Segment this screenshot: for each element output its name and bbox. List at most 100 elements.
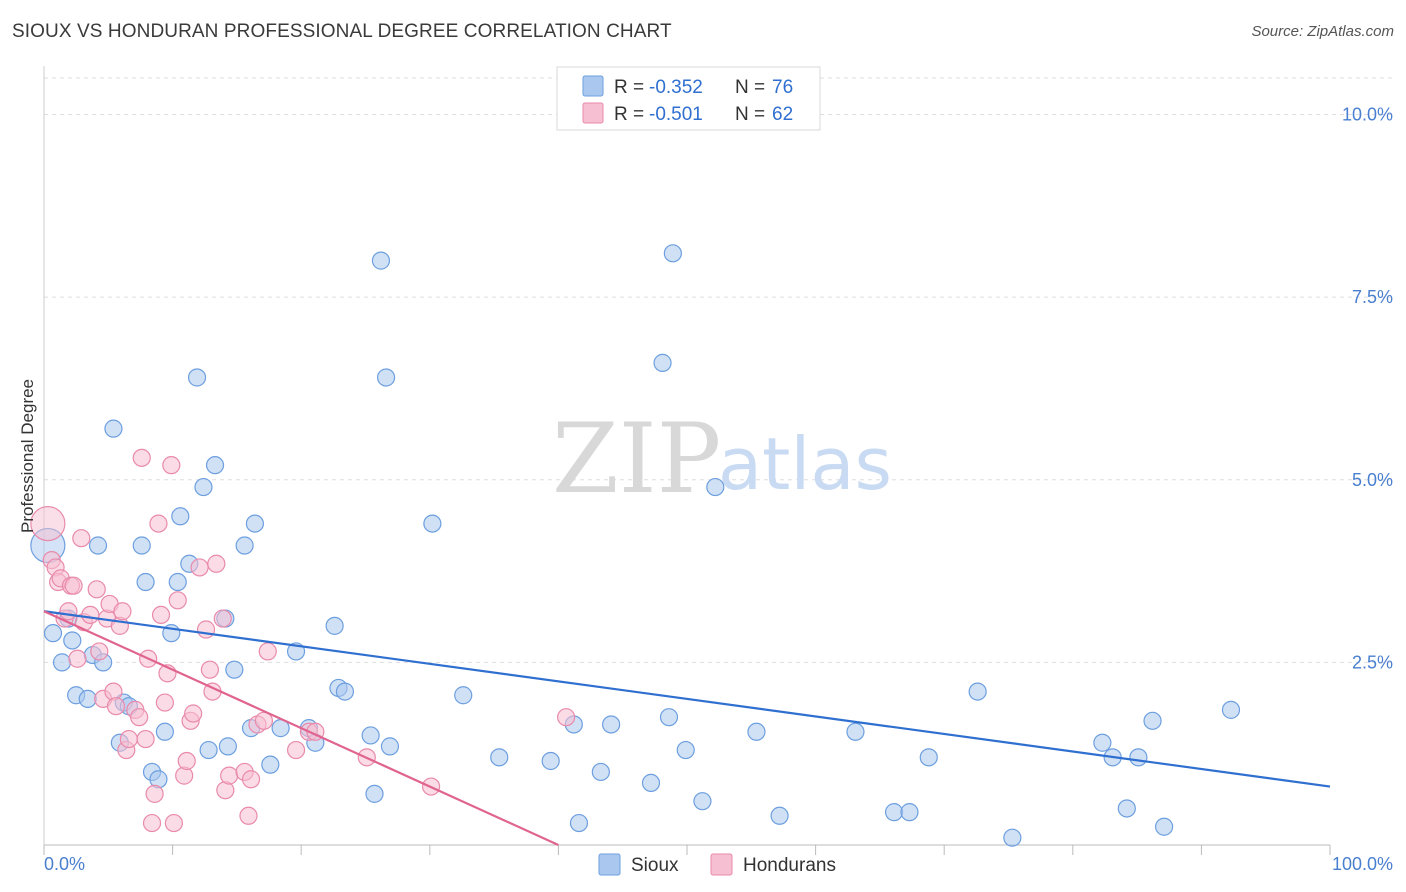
sioux-point: [136, 572, 155, 592]
honduran-point: [119, 729, 138, 749]
honduran-point: [258, 642, 277, 661]
sioux-point: [968, 682, 987, 701]
sioux-point: [602, 715, 621, 734]
sioux-points: [30, 244, 1241, 847]
sioux-point: [490, 748, 509, 767]
legend-sioux-r-label: R =: [614, 77, 644, 98]
sioux-point: [365, 784, 384, 803]
watermark-zip: ZIP: [552, 403, 721, 515]
sioux-point: [747, 722, 766, 741]
sioux-point: [1129, 748, 1148, 767]
honduran-point: [149, 514, 168, 533]
sioux-point: [919, 748, 938, 767]
y-tick-labels: 2.5% 5.0% 7.5% 10.0%: [1342, 105, 1393, 673]
sioux-point: [225, 660, 244, 679]
legend-sioux-n-value: 76: [772, 77, 793, 98]
sioux-point: [846, 722, 865, 741]
honduran-point: [557, 708, 576, 727]
sioux-point: [653, 353, 672, 372]
y-tick-label: 5.0%: [1352, 470, 1393, 490]
sioux-point: [1221, 700, 1241, 719]
sioux-point: [900, 803, 919, 822]
bottom-legend-swatch-hondurans: [710, 853, 733, 876]
sioux-point: [171, 507, 190, 526]
sioux-point: [218, 737, 237, 756]
legend-swatch-sioux: [582, 75, 604, 97]
sioux-point: [423, 514, 442, 533]
honduran-point: [136, 729, 155, 749]
honduran-point: [207, 554, 226, 573]
y-tick-label: 2.5%: [1352, 652, 1393, 672]
sioux-point: [361, 726, 380, 745]
y-tick-label: 10.0%: [1342, 105, 1393, 125]
sioux-point: [235, 536, 254, 555]
source-label: Source: ZipAtlas.com: [1251, 23, 1394, 40]
sioux-point: [1003, 828, 1022, 847]
honduran-point: [87, 580, 106, 599]
sioux-point: [325, 616, 344, 635]
sioux-point: [187, 368, 207, 387]
sioux-point: [168, 572, 187, 592]
sioux-point: [659, 708, 679, 727]
bottom-legend-hondurans: Hondurans: [743, 855, 836, 876]
sioux-point: [261, 755, 280, 774]
sioux-point: [194, 477, 213, 497]
sioux-point: [380, 737, 400, 756]
x-tick-label-min: 0.0%: [44, 854, 85, 874]
sioux-point: [569, 813, 589, 833]
legend-hond-n-value: 62: [772, 104, 793, 125]
sioux-point: [43, 624, 63, 643]
honduran-point: [30, 505, 66, 542]
sioux-point: [335, 682, 355, 701]
sioux-point: [676, 740, 695, 760]
honduran-point: [184, 704, 203, 723]
watermark: ZIP atlas: [552, 403, 892, 515]
bottom-legend: Sioux Hondurans: [598, 853, 836, 876]
sioux-point: [63, 631, 82, 650]
honduran-point: [81, 605, 100, 625]
sioux-point: [52, 653, 72, 672]
sioux-point: [371, 251, 391, 270]
y-tick-label: 7.5%: [1352, 287, 1393, 307]
honduran-point: [132, 448, 151, 467]
honduran-point: [64, 576, 83, 595]
watermark-atlas: atlas: [718, 422, 892, 506]
honduran-point: [90, 642, 109, 661]
sioux-point: [591, 762, 610, 782]
honduran-point: [196, 620, 216, 639]
honduran-point: [130, 708, 149, 727]
sioux-point: [770, 806, 789, 825]
honduran-point: [59, 602, 78, 621]
sioux-point: [454, 686, 473, 705]
legend-sioux-n-label: N =: [735, 77, 765, 98]
legend-swatch-hondurans: [582, 102, 604, 124]
sioux-point: [88, 536, 108, 555]
chart-title: SIOUX VS HONDURAN PROFESSIONAL DEGREE CO…: [12, 21, 672, 42]
honduran-point: [155, 693, 174, 712]
sioux-point: [693, 792, 712, 811]
honduran-point: [177, 751, 196, 771]
sioux-point: [1093, 733, 1112, 752]
legend-hond-n-label: N =: [735, 104, 765, 125]
sioux-point: [132, 536, 151, 555]
honduran-point: [162, 456, 181, 475]
sioux-point: [1117, 799, 1136, 818]
sioux-point: [155, 722, 174, 741]
honduran-trend-line: [43, 610, 559, 847]
sioux-point: [884, 803, 904, 822]
honduran-point: [241, 770, 261, 789]
honduran-point: [145, 784, 164, 803]
honduran-point: [151, 605, 171, 625]
legend-hond-r-value: -0.501: [649, 104, 703, 125]
sioux-point: [205, 456, 225, 475]
legend-hond-r-label: R =: [614, 104, 644, 125]
sioux-point: [78, 689, 97, 709]
sioux-point: [663, 244, 682, 263]
trend-lines: [43, 610, 1331, 847]
honduran-point: [286, 740, 306, 760]
sioux-point: [706, 477, 725, 497]
honduran-point: [168, 591, 187, 610]
honduran-point: [72, 529, 91, 548]
sioux-point: [541, 751, 560, 771]
